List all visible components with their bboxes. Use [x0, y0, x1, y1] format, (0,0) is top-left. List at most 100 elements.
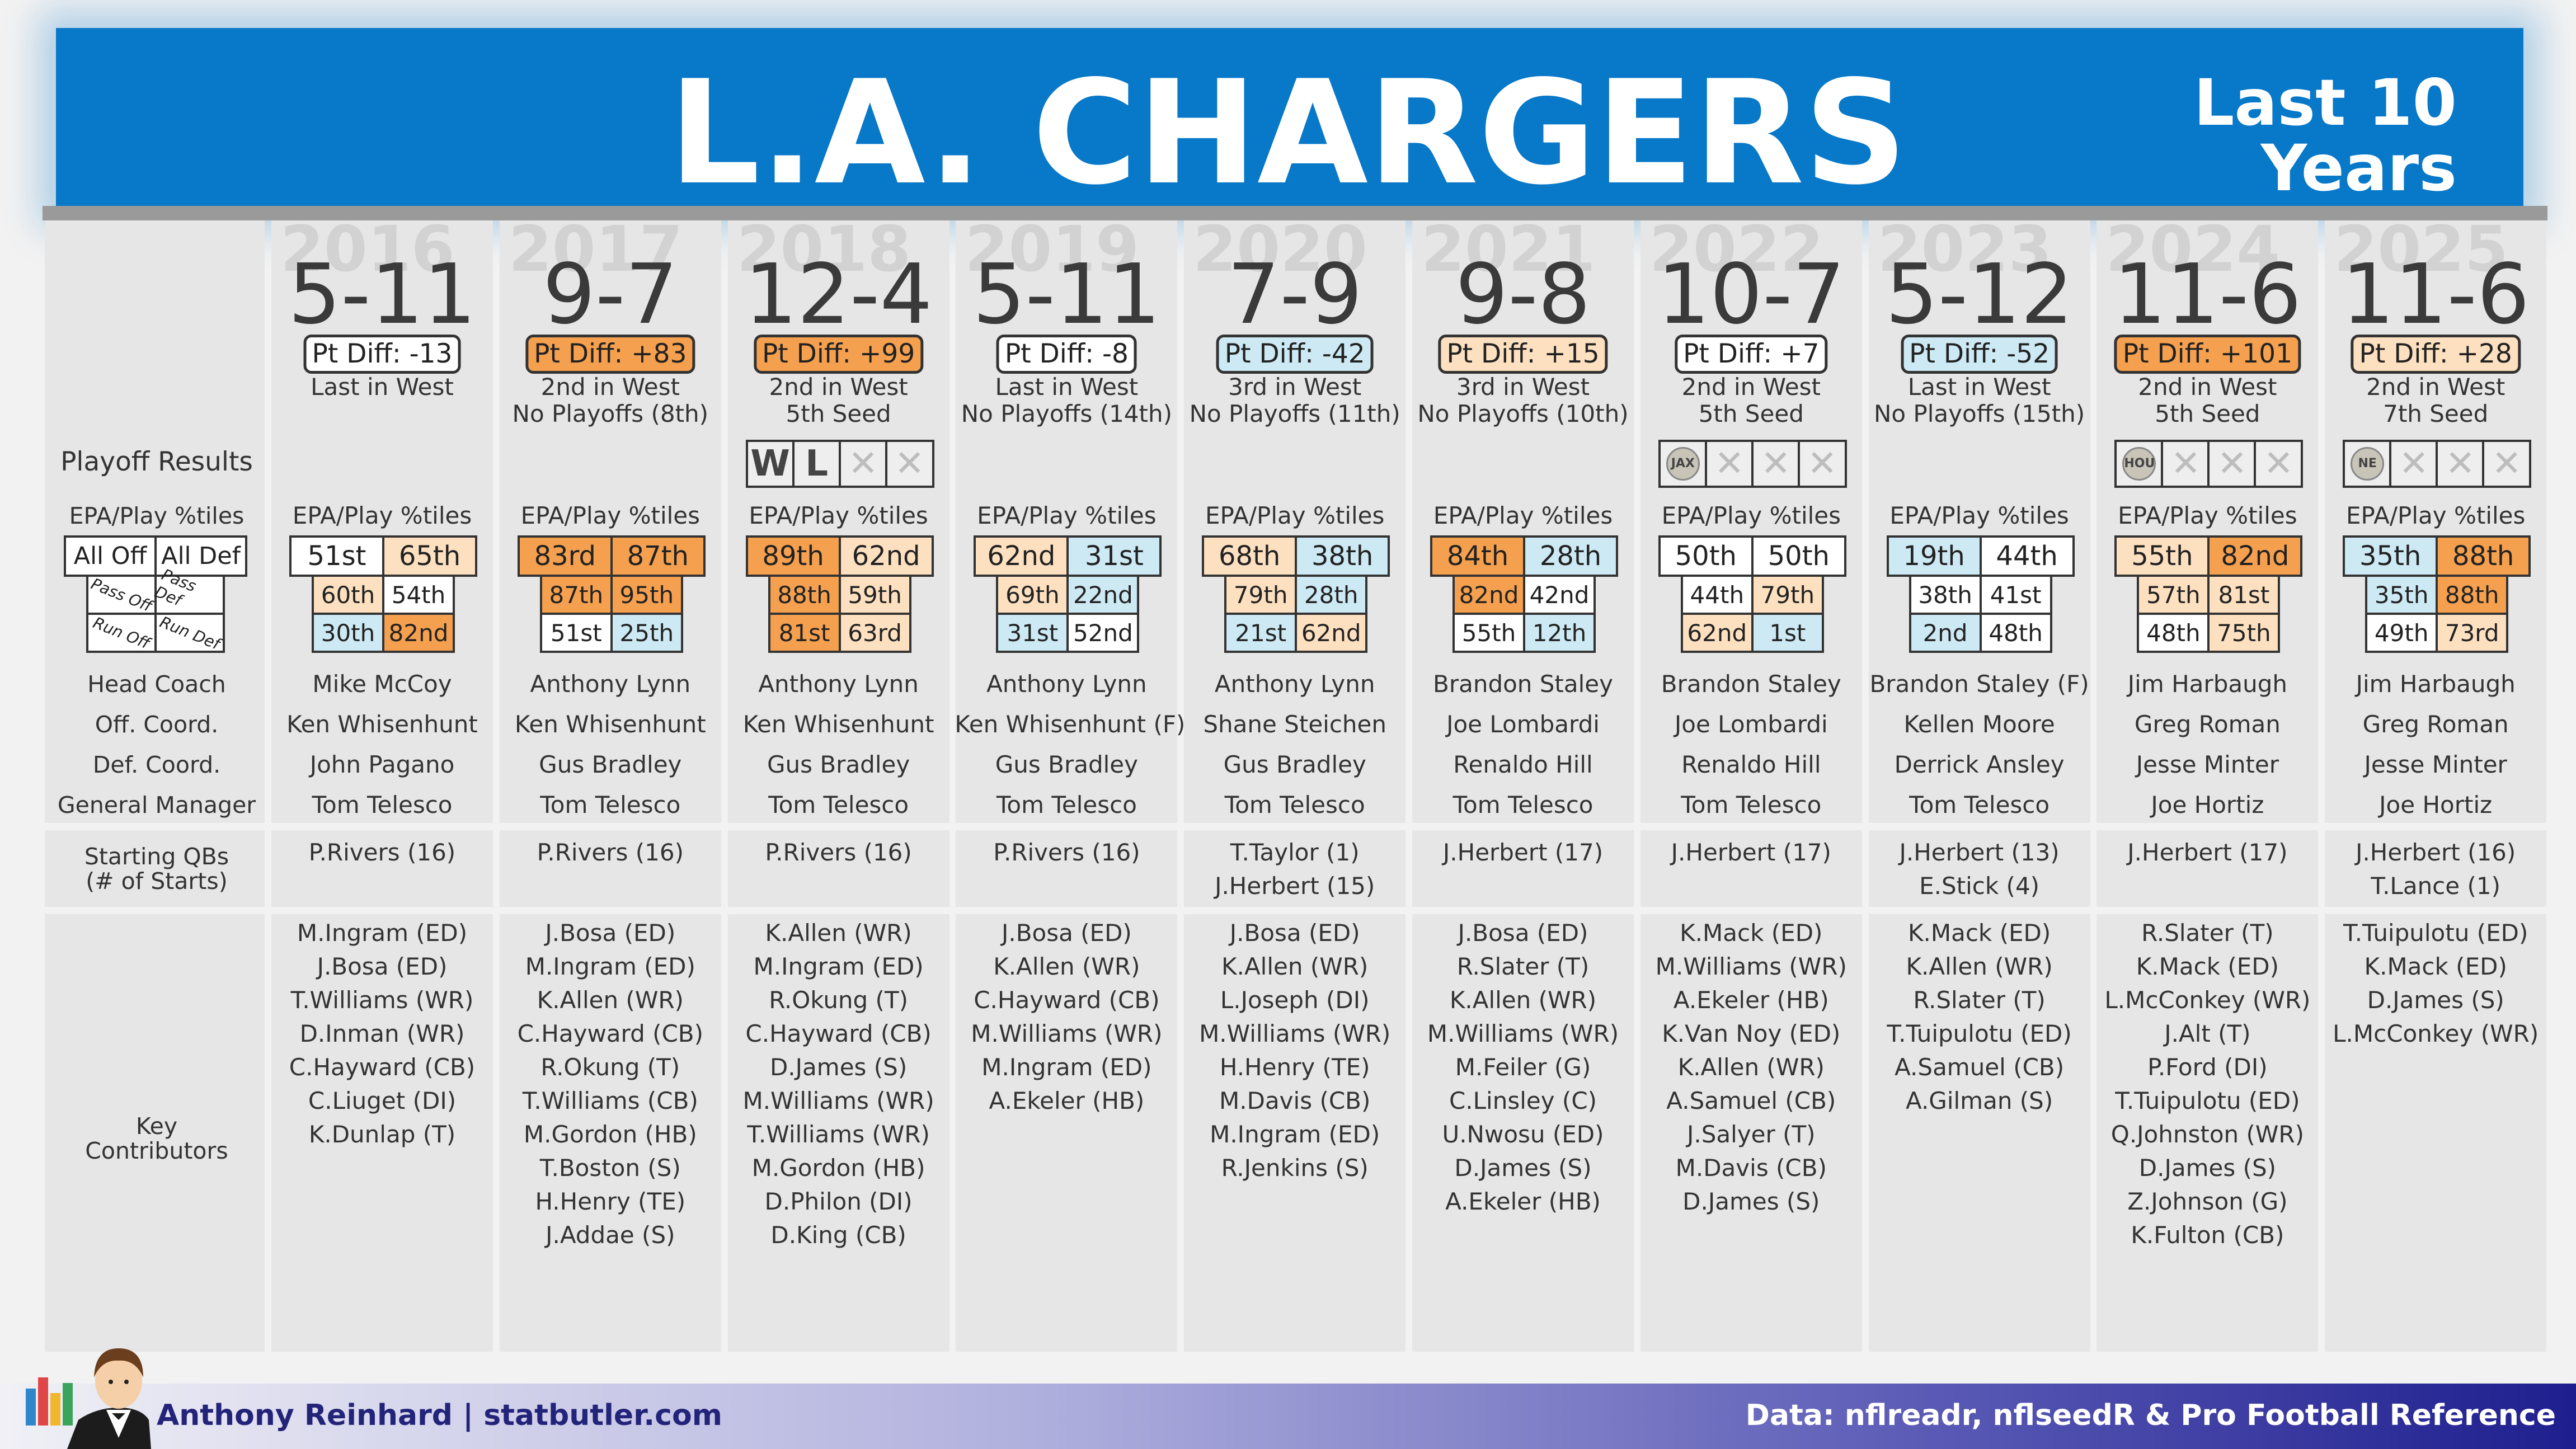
key-contributor: T.Williams (WR) — [290, 986, 474, 1014]
epa-all-off: 89th — [745, 535, 841, 577]
key-contributor: C.Hayward (CB) — [289, 1053, 476, 1081]
epa-title: EPA/Play %tiles — [1889, 502, 2069, 529]
epa-pass-off: 38th — [1909, 575, 1982, 615]
def-coord: Gus Bradley — [995, 751, 1139, 778]
head-coach: Brandon Staley (F) — [1869, 670, 2089, 698]
key-contributor: M.Ingram (ED) — [525, 953, 695, 980]
season-panel-contrib — [2096, 914, 2319, 1352]
playoff-game-box: ✕ — [2254, 440, 2304, 488]
subtitle: Last 10 Years — [2194, 70, 2457, 201]
off-coord: Ken Whisenhunt — [742, 711, 934, 738]
starting-qb: P.Rivers (16) — [993, 839, 1140, 866]
epa-pass-off: 69th — [996, 575, 1069, 615]
key-contributor: J.Bosa (ED) — [1001, 919, 1132, 947]
head-coach: Anthony Lynn — [530, 670, 691, 698]
key-contributor: K.Allen (WR) — [1449, 986, 1597, 1014]
playoff-game-box: L — [792, 440, 842, 488]
playoff-x-icon: ✕ — [2263, 443, 2294, 484]
epa-run-off: 31st — [996, 613, 1069, 653]
playoff-game-box: HOU — [2114, 440, 2164, 488]
point-differential-badge: Pt Diff: -8 — [996, 335, 1137, 374]
playoff-results-label: Playoff Results — [60, 446, 253, 477]
off-coord: Shane Steichen — [1203, 711, 1386, 738]
key-contributor: P.Ford (DI) — [2147, 1053, 2268, 1081]
season-panel-top — [956, 220, 1178, 823]
head-coach-label: Head Coach — [87, 671, 226, 698]
epa-pass-off: 82nd — [1452, 575, 1525, 615]
key-contributor: R.Okung (T) — [769, 986, 908, 1014]
division-finish: 2nd in West — [2138, 373, 2277, 401]
playoff-game-box: ✕ — [2482, 440, 2532, 488]
legend-all-off: All Off — [64, 535, 157, 577]
subtitle-line-1: Last 10 — [2193, 65, 2457, 140]
season-record: 12-4 — [744, 246, 933, 342]
epa-all-off: 19th — [1886, 535, 1982, 577]
key-contributor: M.Williams (WR) — [971, 1020, 1163, 1047]
gm: Tom Telesco — [1224, 791, 1365, 818]
point-differential-badge: Pt Diff: -13 — [303, 335, 461, 374]
gm-label: General Manager — [57, 792, 256, 818]
gm: Tom Telesco — [540, 791, 681, 818]
head-coach: Anthony Lynn — [1214, 670, 1375, 698]
epa-all-off: 51st — [289, 535, 384, 577]
season-panel-qb — [727, 830, 949, 907]
head-coach: Brandon Staley — [1433, 670, 1613, 698]
starting-qb: T.Lance (1) — [2371, 872, 2500, 900]
season-year: 2017 — [508, 213, 683, 286]
key-contributor: M.Williams (WR) — [1199, 1020, 1391, 1047]
season-year: 2021 — [1421, 213, 1596, 286]
playoff-status: No Playoffs (8th) — [512, 400, 709, 427]
epa-title: EPA/Play %tiles — [749, 502, 928, 529]
epa-pass-def: 22nd — [1066, 575, 1140, 615]
label-panel-top — [45, 220, 265, 823]
playoff-status: No Playoffs (10th) — [1417, 400, 1629, 427]
point-differential-badge: Pt Diff: +7 — [1675, 335, 1828, 374]
epa-run-off: 30th — [312, 613, 384, 653]
epa-all-off: 62nd — [974, 535, 1069, 577]
point-differential-badge: Pt Diff: +28 — [2351, 335, 2521, 374]
season-panel-top — [2325, 220, 2547, 823]
def-coord: Gus Bradley — [1223, 751, 1366, 778]
division-finish: Last in West — [1907, 373, 2051, 401]
epa-pass-def: 41st — [1979, 575, 2052, 615]
playoff-status: 5th Seed — [2155, 400, 2260, 427]
key-contributor: R.Slater (T) — [1456, 953, 1590, 980]
key-contributor: J.Alt (T) — [2164, 1020, 2251, 1047]
off-coord: Ken Whisenhunt (F) — [955, 711, 1186, 738]
def-coord-label: Def. Coord. — [92, 751, 221, 778]
def-coord: Gus Bradley — [767, 751, 910, 778]
key-contributor: A.Ekeler (HB) — [1673, 986, 1829, 1014]
def-coord: John Pagano — [309, 751, 455, 778]
season-panel-qb — [2096, 830, 2319, 907]
season-panel-top — [1640, 220, 1862, 823]
epa-pass-off: 57th — [2137, 575, 2210, 615]
season-panel-contrib — [1868, 914, 2090, 1352]
key-contributors-label-2: Contributors — [85, 1137, 228, 1164]
epa-pass-def: 79th — [1751, 575, 1824, 615]
epa-all-def: 50th — [1751, 535, 1846, 577]
division-finish: 3rd in West — [1228, 373, 1362, 401]
epa-pass-def: 28th — [1295, 575, 1368, 615]
key-contributor: M.Williams (WR) — [742, 1087, 934, 1114]
epa-legend-title: EPA/Play %tiles — [69, 502, 245, 529]
key-contributor: M.Ingram (ED) — [297, 919, 468, 947]
key-contributor: M.Davis (CB) — [1219, 1087, 1371, 1114]
division-finish: 2nd in West — [769, 373, 908, 401]
playoff-status: No Playoffs (15th) — [1873, 400, 2085, 427]
subtitle-line-2: Years — [2260, 131, 2457, 206]
key-contributor: M.Gordon (HB) — [523, 1121, 697, 1148]
key-contributors-label-1: Key — [135, 1113, 178, 1140]
epa-all-def: 31st — [1066, 535, 1162, 577]
playoff-game-box: ✕ — [2389, 440, 2439, 488]
epa-all-off: 84th — [1430, 535, 1525, 577]
key-contributor: M.Davis (CB) — [1675, 1154, 1827, 1182]
key-contributor: J.Bosa (ED) — [317, 953, 448, 980]
author-credit: Anthony Reinhard | statbutler.com — [157, 1399, 722, 1432]
key-contributor: A.Gilman (S) — [1905, 1087, 2053, 1114]
season-panel-top — [1184, 220, 1406, 823]
key-contributor: M.Williams (WR) — [1655, 953, 1847, 980]
key-contributor: K.Fulton (CB) — [2131, 1221, 2284, 1249]
season-record: 9-7 — [542, 246, 678, 342]
key-contributor: K.Allen (WR) — [993, 953, 1140, 980]
key-contributor: T.Tuipulotu (ED) — [1887, 1020, 2072, 1047]
